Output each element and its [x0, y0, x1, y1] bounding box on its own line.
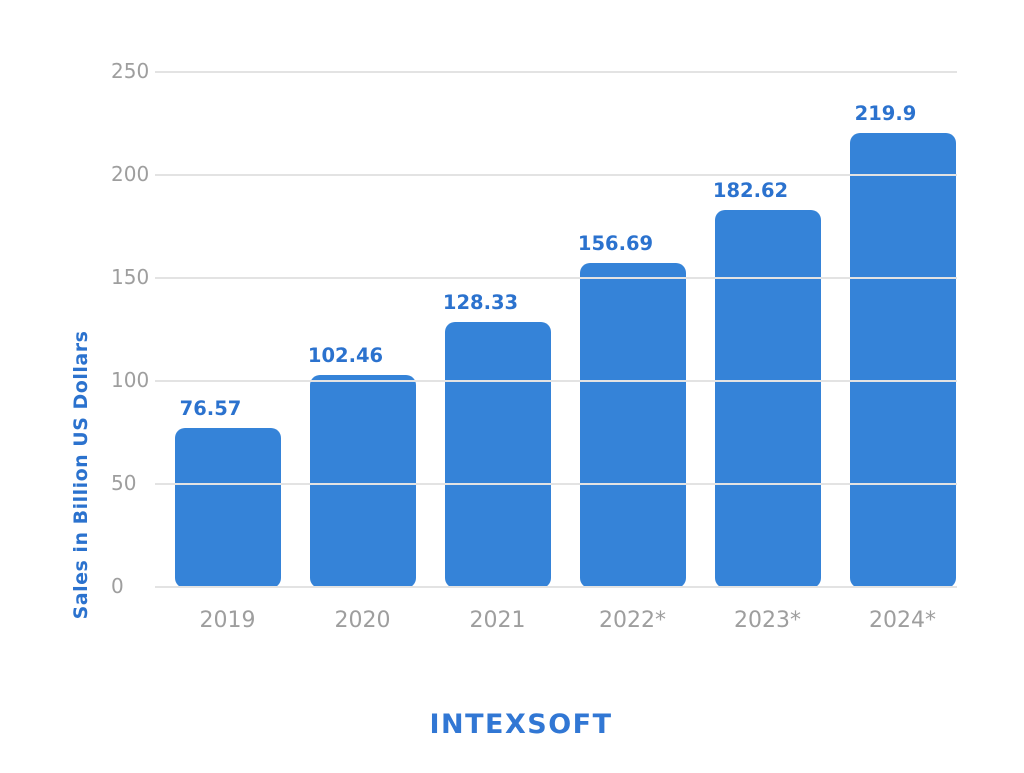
- bar-2023*: [714, 209, 821, 588]
- gridline-50: [155, 483, 957, 485]
- y-tick-label: 0: [111, 574, 124, 598]
- y-tick-label: 200: [111, 162, 150, 186]
- gridline-0: [155, 586, 957, 588]
- bar-2020: [309, 374, 416, 588]
- x-tick-label: 2022*: [599, 608, 666, 633]
- bar-value-label: 102.46: [307, 343, 384, 367]
- y-tick-label: 150: [111, 265, 150, 289]
- bar-value-label: 219.9: [854, 102, 917, 126]
- y-tick-label: 250: [111, 59, 150, 83]
- bar-2022*: [579, 263, 686, 588]
- y-tick-label: 100: [111, 368, 150, 392]
- plot-area: 0 50 100 150 200 250 76.57 2019 102.46 2020 128.33…: [111, 61, 957, 633]
- gridline-250: [155, 71, 957, 73]
- y-tick-label: 50: [111, 471, 137, 495]
- bar-2019: [174, 428, 281, 588]
- gridline-150: [155, 277, 957, 279]
- x-tick-label: 2024*: [869, 608, 936, 633]
- gridline-100: [155, 380, 957, 382]
- y-axis-title: Sales in Billion US Dollars: [70, 330, 92, 620]
- bar-value-label: 128.33: [442, 290, 519, 314]
- x-tick-label: 2019: [199, 608, 256, 633]
- bar-2024*: [849, 133, 956, 588]
- intexsoft-logo: INTEXSOFT: [429, 709, 613, 740]
- x-tick-label: 2020: [334, 608, 391, 633]
- bar-value-label: 76.57: [179, 397, 242, 421]
- gridline-200: [155, 174, 957, 176]
- x-tick-label: 2023*: [734, 608, 801, 633]
- bar-value-label: 182.62: [712, 178, 789, 202]
- bar-value-label: 156.69: [577, 232, 654, 256]
- x-tick-label: 2021: [469, 608, 526, 633]
- bar-2021: [444, 321, 551, 588]
